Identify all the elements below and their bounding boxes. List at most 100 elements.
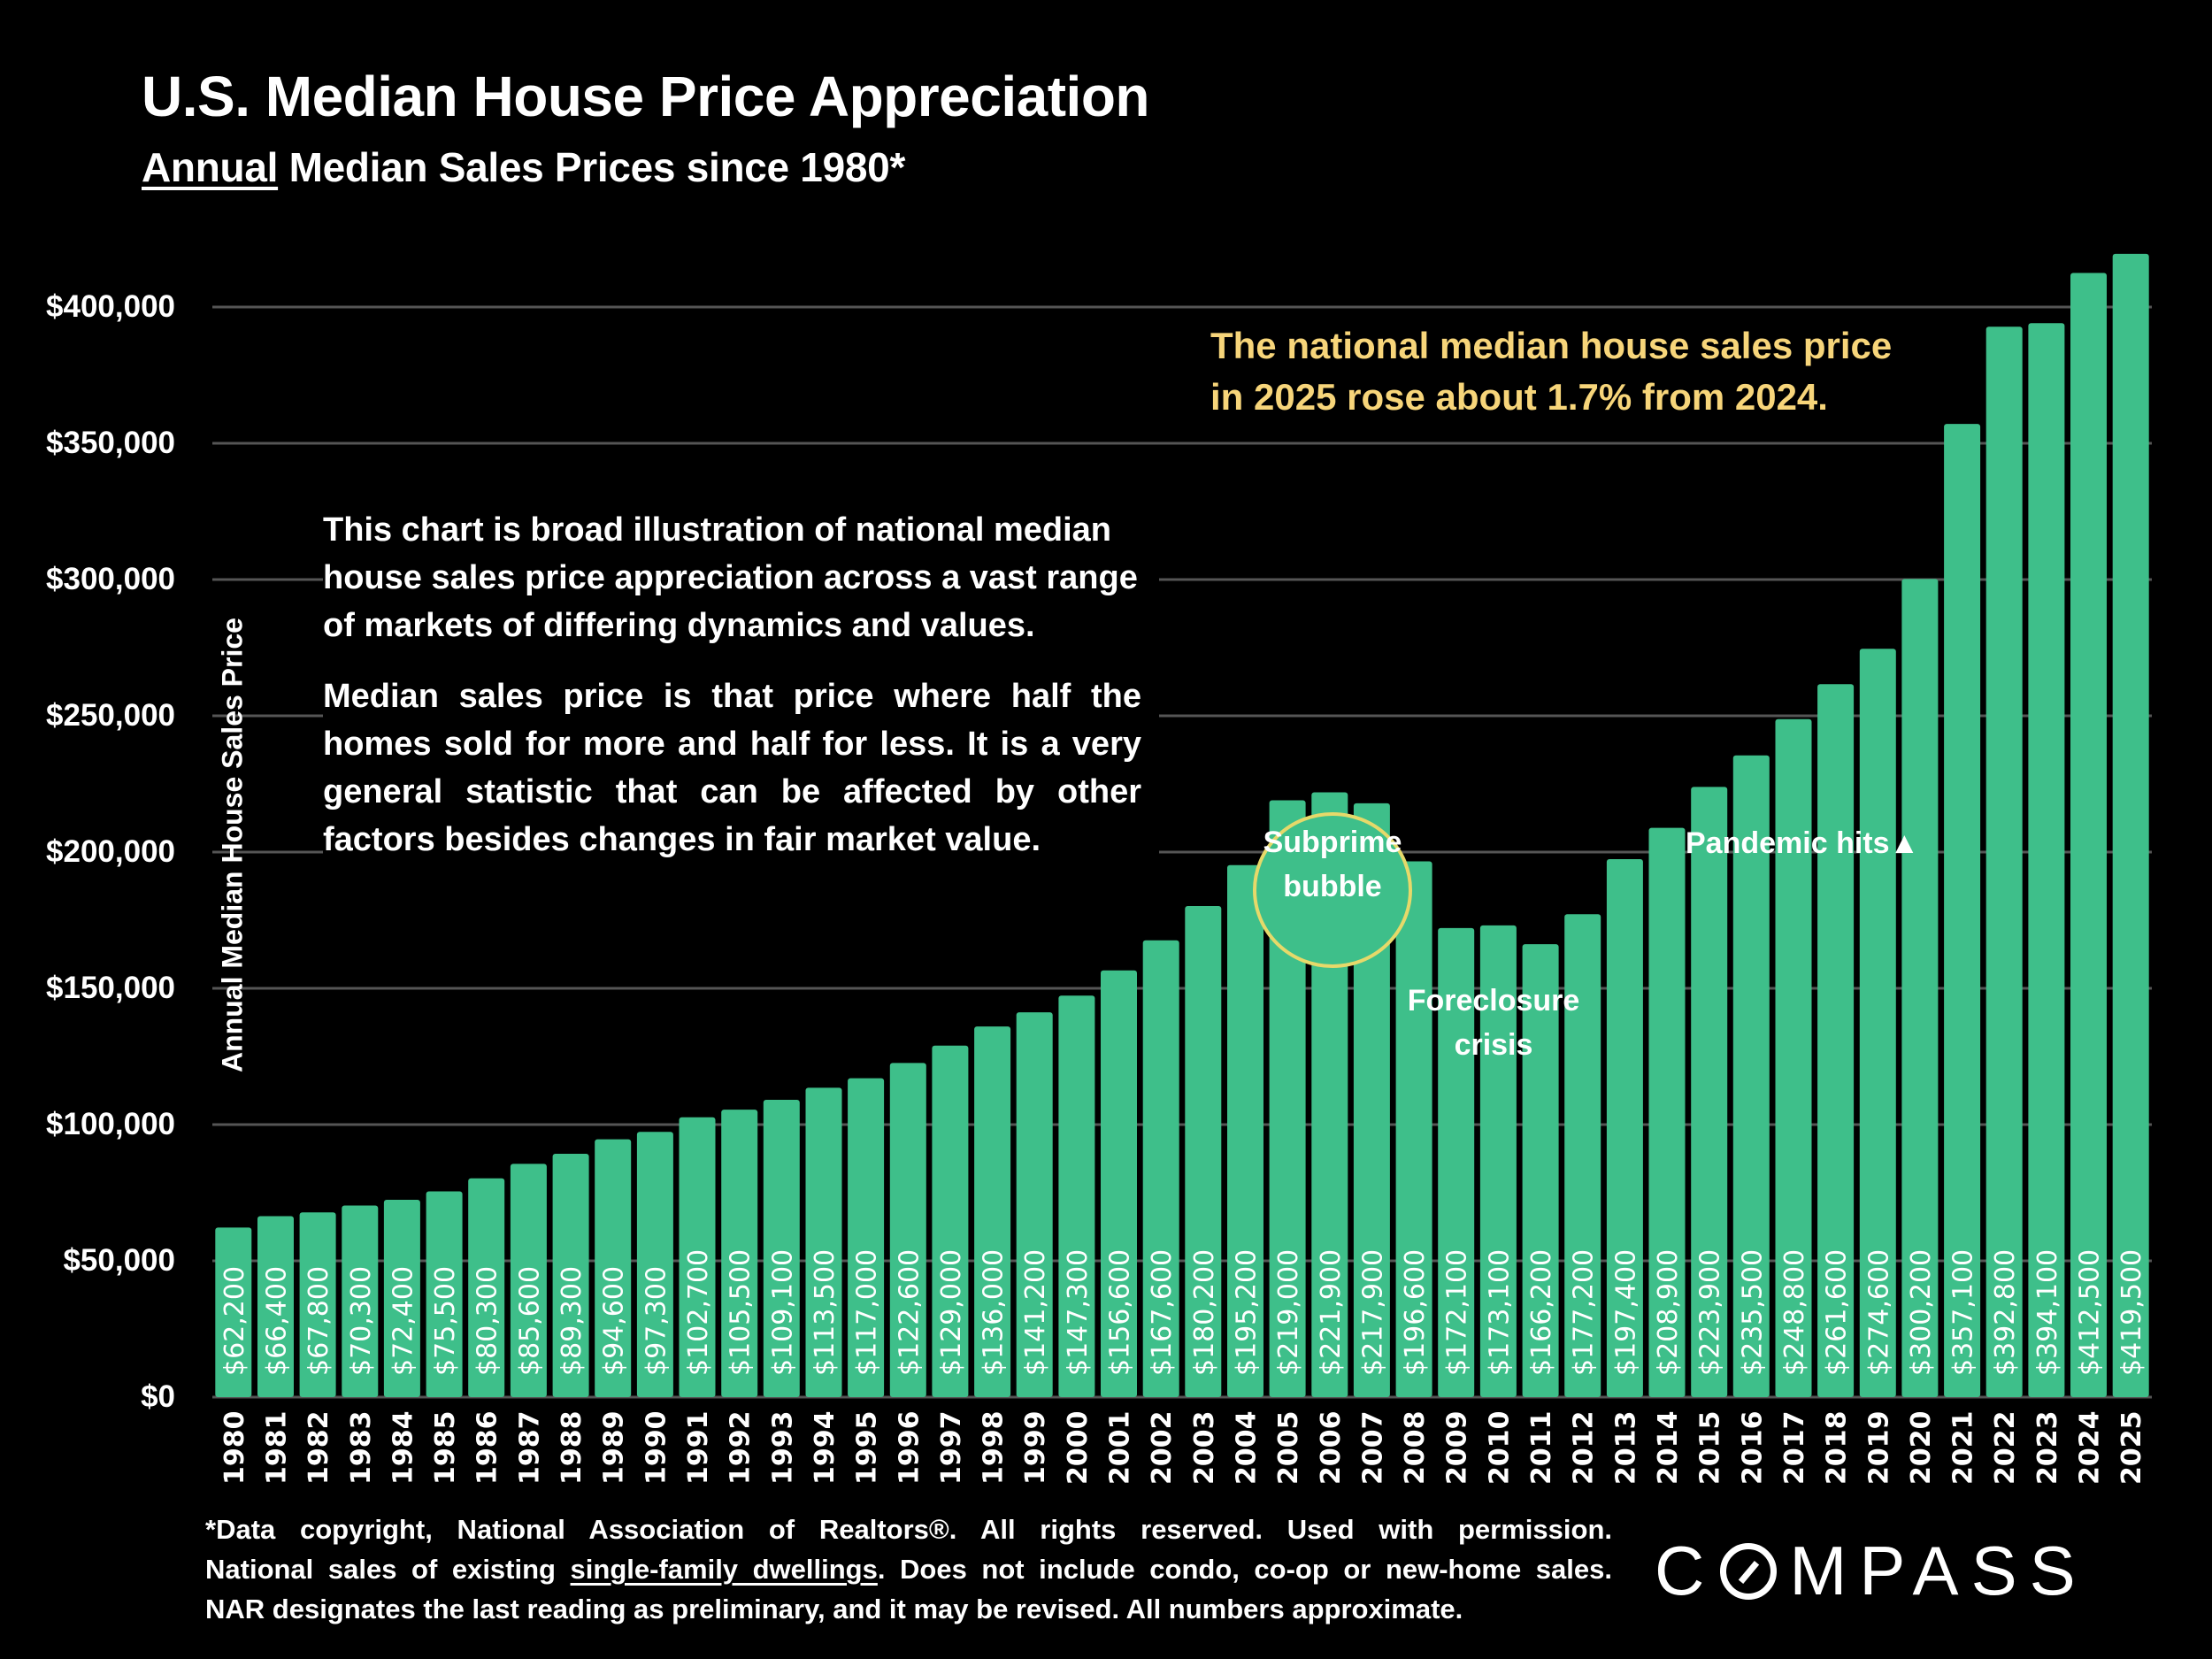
bar-1986 bbox=[468, 1178, 505, 1397]
bar-value-label: $274,600 bbox=[1863, 1249, 1894, 1376]
x-tick-label: 2005 bbox=[1273, 1411, 1304, 1486]
bar-1980 bbox=[215, 1227, 252, 1397]
bar-2011 bbox=[1522, 944, 1559, 1397]
logo-letters-mpass: MPASS bbox=[1789, 1532, 2088, 1609]
x-tick-label: 1992 bbox=[726, 1411, 757, 1486]
bar-2001 bbox=[1101, 970, 1137, 1397]
bar-2002 bbox=[1142, 940, 1179, 1397]
x-tick-label: 1983 bbox=[346, 1411, 377, 1486]
x-tick-label: 1985 bbox=[430, 1411, 461, 1486]
y-tick-label: $100,000 bbox=[46, 1107, 175, 1141]
y-tick-label: $200,000 bbox=[46, 834, 175, 869]
subprime-bubble-circle bbox=[1253, 812, 1412, 968]
bar-1996 bbox=[889, 1063, 926, 1397]
x-tick-label: 2020 bbox=[1906, 1411, 1937, 1486]
subtitle-emphasis: Annual bbox=[142, 144, 279, 190]
x-tick-label: 2021 bbox=[1948, 1411, 1979, 1486]
bar-value-label: $196,600 bbox=[1400, 1249, 1431, 1376]
x-tick-label: 2009 bbox=[1442, 1411, 1473, 1486]
bar-value-label: $94,600 bbox=[599, 1266, 630, 1376]
bar-value-label: $156,600 bbox=[1105, 1249, 1136, 1376]
annotation-subprime-line-2: bubble bbox=[1283, 870, 1382, 903]
bar-value-label: $141,200 bbox=[1020, 1249, 1051, 1376]
bars bbox=[215, 253, 2149, 1398]
callout-line-2: in 2025 rose about 1.7% from 2024. bbox=[1210, 376, 1828, 418]
bar-value-label: $166,200 bbox=[1526, 1249, 1557, 1376]
bar-value-label: $109,100 bbox=[767, 1249, 798, 1376]
x-tick-label: 2024 bbox=[2075, 1411, 2106, 1486]
bar-value-label: $97,300 bbox=[641, 1266, 672, 1376]
x-tick-label: 1980 bbox=[219, 1411, 250, 1486]
compass-logo: C MPASS bbox=[1655, 1531, 2088, 1611]
x-tick-label: 1993 bbox=[767, 1411, 798, 1486]
bar-2025 bbox=[2112, 253, 2149, 1397]
footnote-line-3: NAR designates the last reading as preli… bbox=[205, 1594, 1463, 1624]
y-tick-label: $150,000 bbox=[46, 971, 175, 1005]
bar-2003 bbox=[1185, 906, 1222, 1397]
footnote-line-2-end: . Does not include condo, co-op or new-h… bbox=[877, 1554, 1612, 1585]
x-tick-label: 2014 bbox=[1653, 1411, 1684, 1486]
bar-2016 bbox=[1732, 755, 1770, 1397]
x-tick-label: 1982 bbox=[303, 1411, 334, 1486]
bar-value-label: $173,100 bbox=[1484, 1249, 1515, 1376]
bar-value-label: $89,300 bbox=[557, 1266, 588, 1376]
x-tick-label: 2011 bbox=[1526, 1411, 1557, 1486]
x-tick-label: 1986 bbox=[472, 1411, 503, 1486]
bar-2017 bbox=[1775, 718, 1812, 1397]
x-tick-label: 2002 bbox=[1147, 1411, 1178, 1486]
x-tick-label: 2012 bbox=[1569, 1411, 1600, 1486]
bar-value-label: $113,500 bbox=[810, 1249, 841, 1376]
footnote-line-1: *Data copyright, National Association of… bbox=[205, 1514, 1612, 1545]
x-tick-label: 1981 bbox=[262, 1411, 293, 1486]
x-tick-label: 2008 bbox=[1400, 1411, 1431, 1486]
note-paragraph-2: Median sales price is that price where h… bbox=[323, 678, 1141, 858]
x-tick-label: 1997 bbox=[936, 1411, 967, 1486]
bar-value-label: $80,300 bbox=[472, 1266, 503, 1376]
x-tick-label: 2013 bbox=[1610, 1411, 1641, 1486]
compass-o-icon bbox=[1720, 1543, 1778, 1600]
explanation-note: This chart is broad illustration of nati… bbox=[323, 506, 1159, 864]
footnote: *Data copyright, National Association of… bbox=[205, 1509, 1612, 1629]
x-tick-label: 1987 bbox=[514, 1411, 545, 1486]
callout-line-1: The national median house sales price bbox=[1210, 325, 1893, 366]
bar-value-label: $102,700 bbox=[683, 1249, 714, 1376]
annotation-subprime-bubble: Subprime bubble bbox=[1263, 820, 1402, 909]
bar-value-label: $261,600 bbox=[1822, 1249, 1853, 1376]
y-tick-label: $350,000 bbox=[46, 426, 175, 460]
bar-1999 bbox=[1016, 1012, 1053, 1397]
x-tick-label: 2018 bbox=[1822, 1411, 1853, 1486]
x-tick-label: 1994 bbox=[810, 1411, 841, 1486]
x-tick-label: 2006 bbox=[1316, 1411, 1347, 1486]
bar-value-label: $122,600 bbox=[894, 1249, 925, 1376]
bar-1985 bbox=[426, 1191, 463, 1397]
annotation-foreclosure-line-1: Foreclosure bbox=[1407, 984, 1580, 1018]
bar-value-label: $223,900 bbox=[1695, 1249, 1726, 1376]
x-tick-label: 1990 bbox=[641, 1411, 672, 1486]
bar-value-label: $208,900 bbox=[1653, 1249, 1684, 1376]
subtitle-rest: Median Sales Prices since 1980* bbox=[278, 144, 906, 190]
bar-value-label: $217,900 bbox=[1357, 1249, 1388, 1376]
y-tick-label: $0 bbox=[141, 1379, 175, 1414]
bar-2012 bbox=[1564, 914, 1601, 1397]
bar-value-label: $67,800 bbox=[303, 1266, 334, 1376]
bar-2015 bbox=[1691, 787, 1728, 1397]
x-tick-label: 2001 bbox=[1105, 1411, 1136, 1486]
x-tick-label: 1991 bbox=[683, 1411, 714, 1486]
annotation-foreclosure-line-2: crisis bbox=[1454, 1028, 1533, 1062]
bar-1990 bbox=[636, 1132, 673, 1397]
footnote-line-2: National sales of existing single-family… bbox=[205, 1549, 1612, 1589]
footnote-line-2-start: National sales of existing bbox=[205, 1554, 571, 1585]
bar-1994 bbox=[805, 1087, 842, 1397]
bar-value-label: $235,500 bbox=[1737, 1249, 1768, 1376]
bar-2000 bbox=[1058, 995, 1095, 1397]
bar-value-label: $195,200 bbox=[1232, 1249, 1263, 1376]
bar-value-label: $72,400 bbox=[388, 1266, 419, 1376]
x-tick-label: 2017 bbox=[1779, 1411, 1810, 1486]
x-tick-label: 2010 bbox=[1484, 1411, 1515, 1486]
bar-value-label: $180,200 bbox=[1189, 1249, 1220, 1376]
x-tick-label: 1996 bbox=[894, 1411, 925, 1486]
bar-value-label: $117,000 bbox=[852, 1249, 883, 1376]
data-labels: $62,200 $66,400 $67,800 $70,300 $72,400 $75,5… bbox=[219, 1249, 2147, 1376]
bar-value-label: $105,500 bbox=[726, 1249, 757, 1376]
footnote-underlined-term: single-family dwellings bbox=[570, 1554, 878, 1585]
